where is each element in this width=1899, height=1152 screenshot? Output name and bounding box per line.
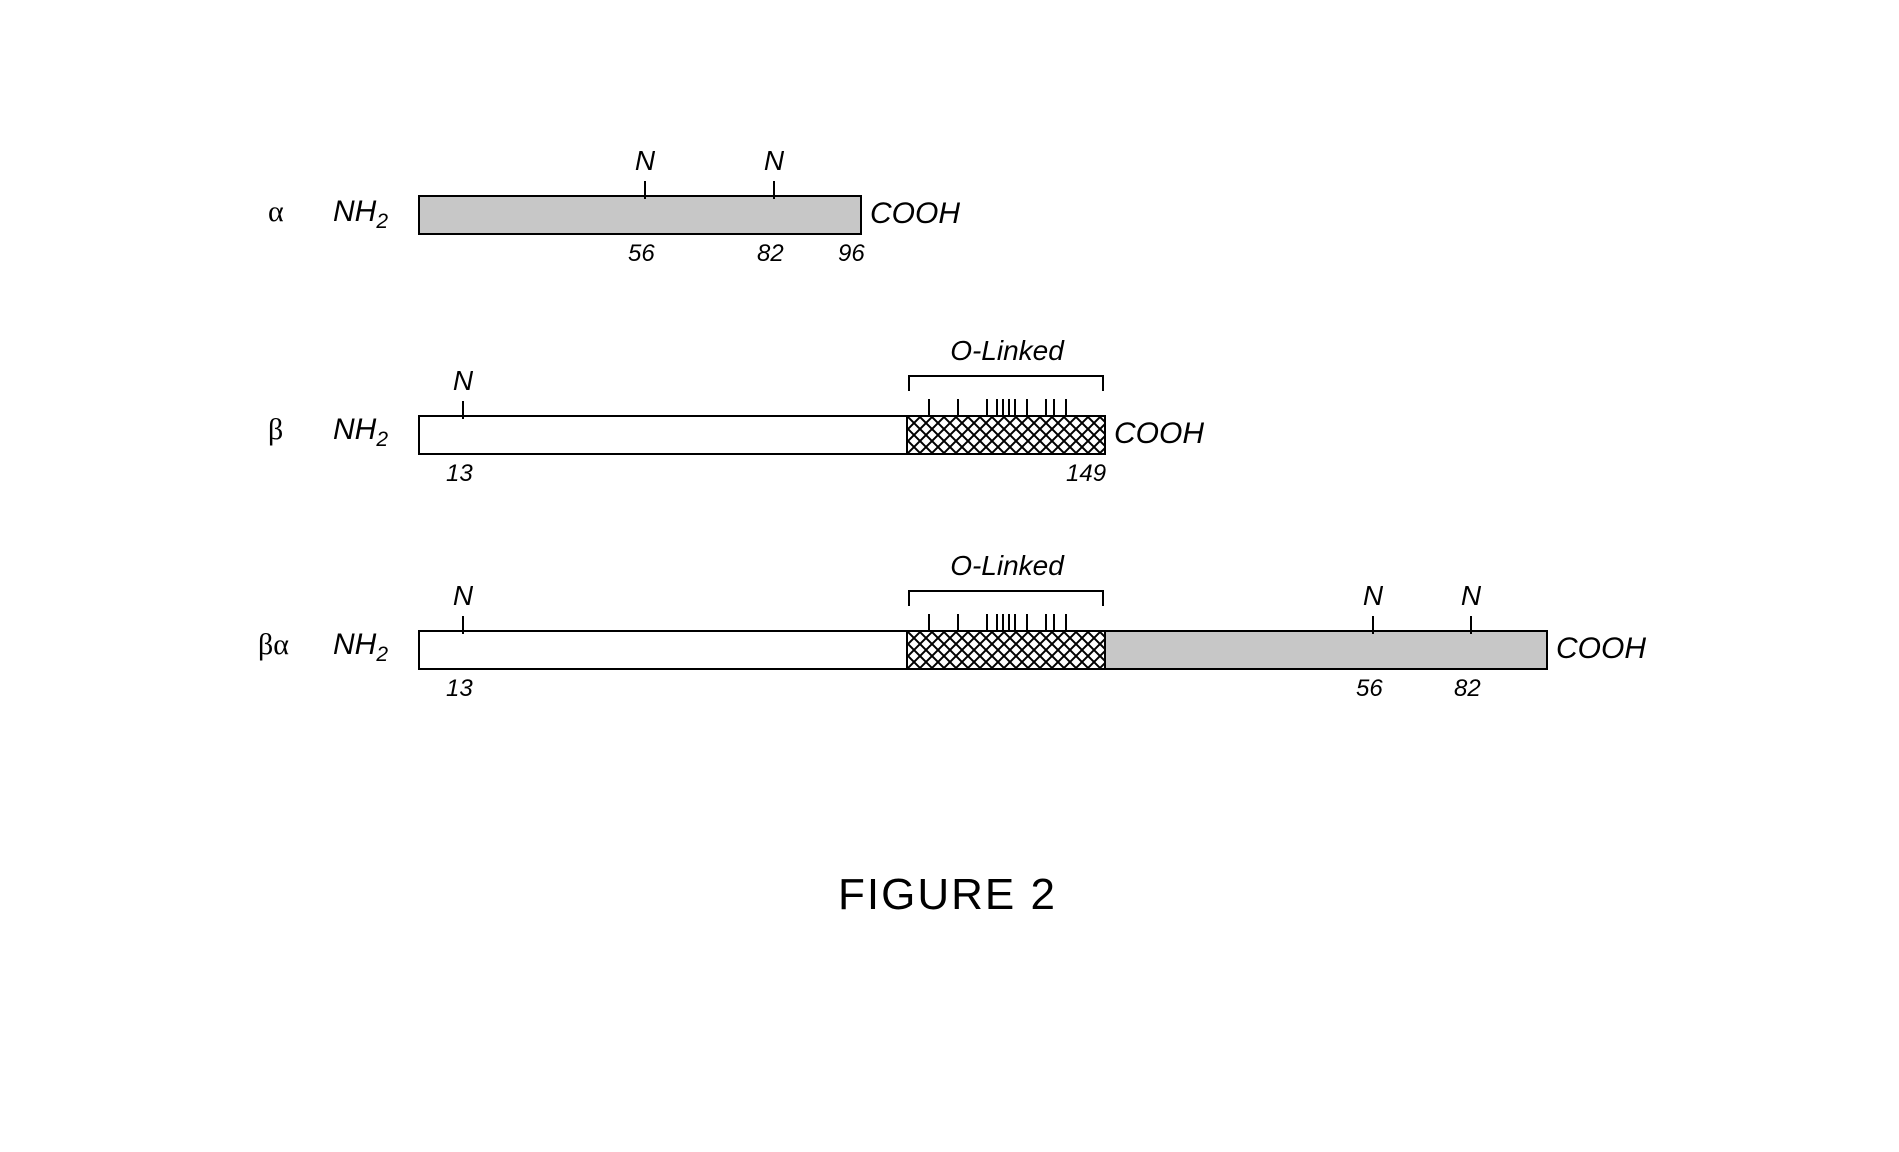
crosshatch-icon bbox=[908, 417, 1104, 453]
n-mark-beta-13: N bbox=[448, 365, 478, 419]
pos-ba-13: 13 bbox=[446, 675, 473, 703]
figure-title: FIGURE 2 bbox=[838, 870, 1057, 920]
olinked-label-beta: O-Linked bbox=[942, 335, 1072, 367]
cooh-label-ba: COOH bbox=[1556, 632, 1646, 666]
olinked-ticks-beta bbox=[908, 399, 1104, 415]
cooh-label-beta: COOH bbox=[1114, 417, 1204, 451]
figure-canvas: α NH2 N 56 N 82 96 COOH β NH2 bbox=[0, 0, 1899, 1152]
olinked-ticks-ba bbox=[908, 614, 1104, 630]
nh2-label-beta: NH2 bbox=[333, 413, 388, 452]
nh2-label-alpha: NH2 bbox=[333, 195, 388, 234]
pos-alpha-56: 56 bbox=[628, 240, 655, 268]
ba-bar-white bbox=[418, 630, 908, 670]
ba-bar-gray bbox=[1104, 630, 1548, 670]
n-mark-ba-82: N bbox=[1456, 580, 1486, 634]
pos-alpha-96: 96 bbox=[838, 240, 865, 268]
crosshatch-icon bbox=[908, 632, 1104, 668]
pos-beta-149: 149 bbox=[1066, 460, 1106, 488]
olinked-bracket-ba bbox=[908, 590, 1104, 592]
cooh-label-alpha: COOH bbox=[870, 197, 960, 231]
row-label-alpha: α bbox=[268, 195, 284, 229]
row-label-beta: β bbox=[268, 413, 283, 447]
row-label-beta-alpha: βα bbox=[258, 628, 289, 662]
ba-bar-hatch bbox=[906, 630, 1106, 670]
n-mark-ba-56: N bbox=[1358, 580, 1388, 634]
n-mark-alpha-82: N bbox=[759, 145, 789, 199]
olinked-bracket-beta bbox=[908, 375, 1104, 377]
n-mark-alpha-56: N bbox=[630, 145, 660, 199]
olinked-label-ba: O-Linked bbox=[942, 550, 1072, 582]
alpha-bar bbox=[418, 195, 862, 235]
nh2-label-beta-alpha: NH2 bbox=[333, 628, 388, 667]
beta-bar-hatch bbox=[906, 415, 1106, 455]
pos-ba-56: 56 bbox=[1356, 675, 1383, 703]
beta-bar-white bbox=[418, 415, 908, 455]
pos-beta-13: 13 bbox=[446, 460, 473, 488]
pos-alpha-82: 82 bbox=[757, 240, 784, 268]
n-mark-ba-13: N bbox=[448, 580, 478, 634]
pos-ba-82: 82 bbox=[1454, 675, 1481, 703]
